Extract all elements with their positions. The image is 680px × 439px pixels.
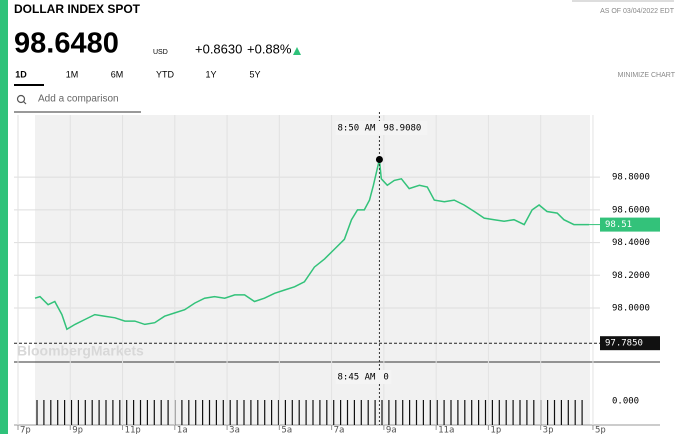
crosshair-volume-time: 8:45 AM [337,373,376,383]
volume-label-bg [335,370,392,384]
tab[interactable]: 1M [66,69,79,79]
last-price-box [600,217,660,232]
crosshair-label-bg [335,121,428,135]
crosshair-value: 98.9080 [383,124,421,134]
tabs: 1D 1M 6M YTD 1Y 5Y [15,69,260,79]
previous-close-label: 97.7850 [605,339,643,349]
x-tick-label: 7a [334,426,345,435]
plot-background [35,115,590,362]
search-icon [23,101,27,105]
x-tick-label: 3p [543,426,554,435]
y-tick-label: 98.4000 [612,238,650,248]
previous-close-box [600,336,660,351]
crosshair-time: 8:50 AM [337,124,376,134]
tab[interactable]: 5Y [249,69,260,79]
comparison-input[interactable]: Add a comparison [38,94,119,105]
minimize-chart[interactable]: MINIMIZE CHART [618,72,676,79]
crosshair-volume: 0 [383,373,388,383]
volume-tick-label: 0.000 [612,397,639,407]
volume-bars [36,400,583,425]
y-tick-label: 98.2000 [612,271,650,281]
tab[interactable]: 6M [111,69,124,79]
price: 98.6480 [14,28,119,60]
x-tick-label: 5p [595,426,606,435]
accent-bar [0,0,8,434]
change: +0.8630 [195,41,242,56]
x-tick-label: 7p [20,426,31,435]
currency: USD [153,49,168,56]
last-price-label: 98.51 [605,220,632,230]
search-icon [16,94,26,104]
tab-underline [14,84,44,86]
y-tick-label: 98.0000 [612,304,650,314]
tab[interactable]: 1D [15,69,27,79]
crosshair-dot [375,155,383,163]
x-tick-label: 11a [438,426,454,435]
watermark: BloombergMarkets [17,343,144,359]
title: DOLLAR INDEX SPOT [14,2,141,16]
up-arrow [293,47,301,55]
x-tick-label: 1p [490,426,501,435]
as-of: AS OF 03/04/2022 EDT [600,8,675,15]
price-line [34,159,589,331]
x-tick-label: 1a [177,426,188,435]
change-pct: +0.88% [247,41,292,56]
tab[interactable]: YTD [156,69,175,79]
x-tick-label: 9a [386,426,397,435]
y-tick-label: 98.8000 [612,173,650,183]
tab[interactable]: 1Y [205,69,216,79]
y-tick-label: 98.6000 [612,205,650,215]
x-tick-label: 9p [72,426,83,435]
x-tick-label: 11p [125,426,141,435]
divider [572,0,674,2]
x-tick-label: 5a [281,426,292,435]
x-tick-label: 3a [229,426,240,435]
